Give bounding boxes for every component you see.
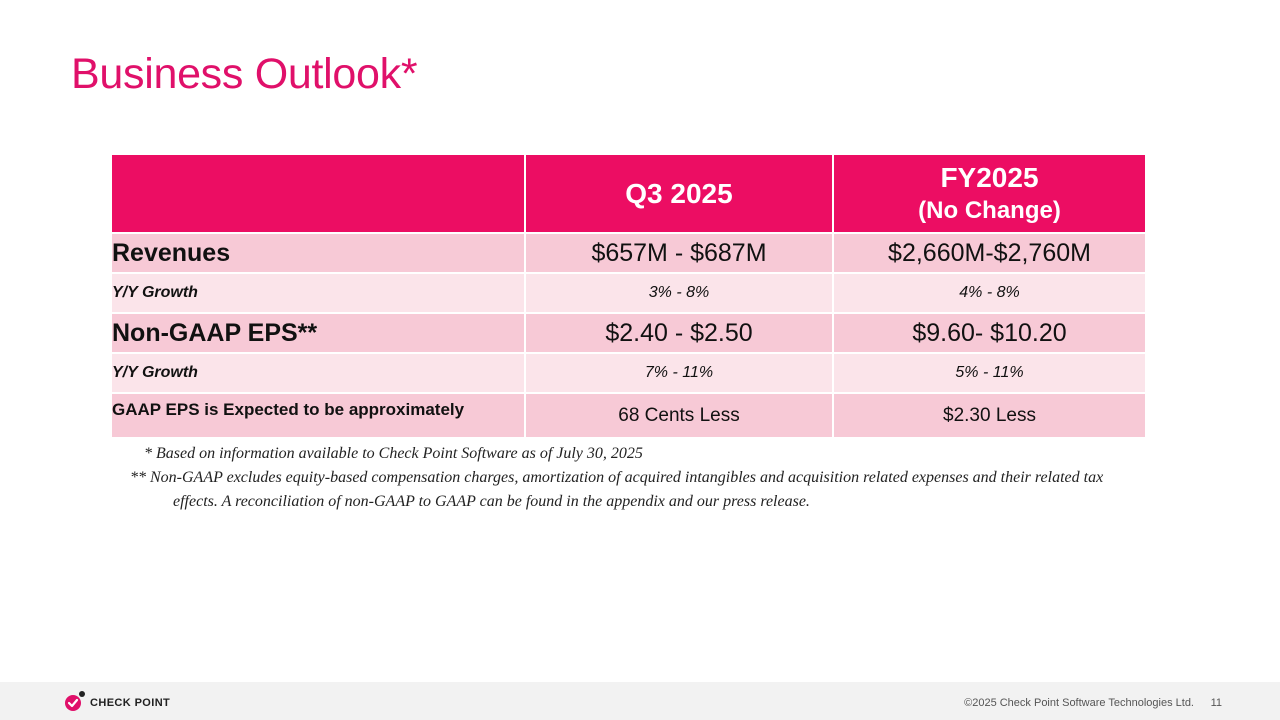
header-fy-sublabel: (No Change) bbox=[918, 196, 1061, 224]
check-point-logo: CHECK POINT bbox=[64, 690, 170, 712]
table-row-non-gaap-eps: Non-GAAP EPS** $2.40 - $2.50 $9.60- $10.… bbox=[110, 312, 1147, 354]
footnote-2-text: Non-GAAP excludes equity-based compensat… bbox=[150, 469, 1104, 510]
fy-value: $9.60- $10.20 bbox=[832, 312, 1147, 354]
brand-name: CHECK POINT bbox=[90, 696, 171, 709]
table-row-revenue-growth: Y/Y Growth 3% - 8% 4% - 8% bbox=[110, 272, 1147, 314]
q3-value: 3% - 8% bbox=[524, 272, 834, 314]
copyright-text: ©2025 Check Point Software Technologies … bbox=[964, 697, 1194, 709]
row-label: GAAP EPS is Expected to be approximately bbox=[110, 392, 526, 439]
q3-value: $657M - $687M bbox=[524, 232, 834, 274]
header-fy-label: FY2025 bbox=[940, 161, 1039, 193]
footnotes: * Based on information available to Chec… bbox=[130, 442, 1130, 514]
business-outlook-table: Q3 2025 FY2025 (No Change) Revenues $657… bbox=[110, 153, 1147, 439]
table-row-gaap-eps: GAAP EPS is Expected to be approximately… bbox=[110, 392, 1147, 439]
page-number: 11 bbox=[1210, 697, 1222, 709]
header-fy: FY2025 (No Change) bbox=[832, 153, 1147, 234]
header-q3: Q3 2025 bbox=[524, 153, 834, 234]
fy-value: $2,660M-$2,760M bbox=[832, 232, 1147, 274]
footnote-2: ** Non-GAAP excludes equity-based compen… bbox=[130, 466, 1130, 514]
q3-value: $2.40 - $2.50 bbox=[524, 312, 834, 354]
table-row-revenues: Revenues $657M - $687M $2,660M-$2,760M bbox=[110, 232, 1147, 274]
fy-value: 5% - 11% bbox=[832, 352, 1147, 394]
footnote-1: * Based on information available to Chec… bbox=[144, 445, 643, 462]
header-q3-label: Q3 2025 bbox=[625, 177, 733, 209]
fy-value: 4% - 8% bbox=[832, 272, 1147, 314]
q3-value: 68 Cents Less bbox=[524, 392, 834, 439]
footer: CHECK POINT ©2025 Check Point Software T… bbox=[0, 682, 1280, 720]
row-label: Y/Y Growth bbox=[110, 272, 526, 314]
header-empty-cell bbox=[110, 153, 526, 234]
fy-value: $2.30 Less bbox=[832, 392, 1147, 439]
q3-value: 7% - 11% bbox=[524, 352, 834, 394]
row-label: Y/Y Growth bbox=[110, 352, 526, 394]
check-point-logo-icon bbox=[64, 690, 86, 712]
page-title: Business Outlook* bbox=[71, 50, 418, 98]
row-label: Non-GAAP EPS** bbox=[110, 312, 526, 354]
table-row-eps-growth: Y/Y Growth 7% - 11% 5% - 11% bbox=[110, 352, 1147, 394]
table-header-row: Q3 2025 FY2025 (No Change) bbox=[110, 153, 1147, 234]
row-label: Revenues bbox=[110, 232, 526, 274]
footnote-2-marker: ** bbox=[130, 469, 146, 486]
